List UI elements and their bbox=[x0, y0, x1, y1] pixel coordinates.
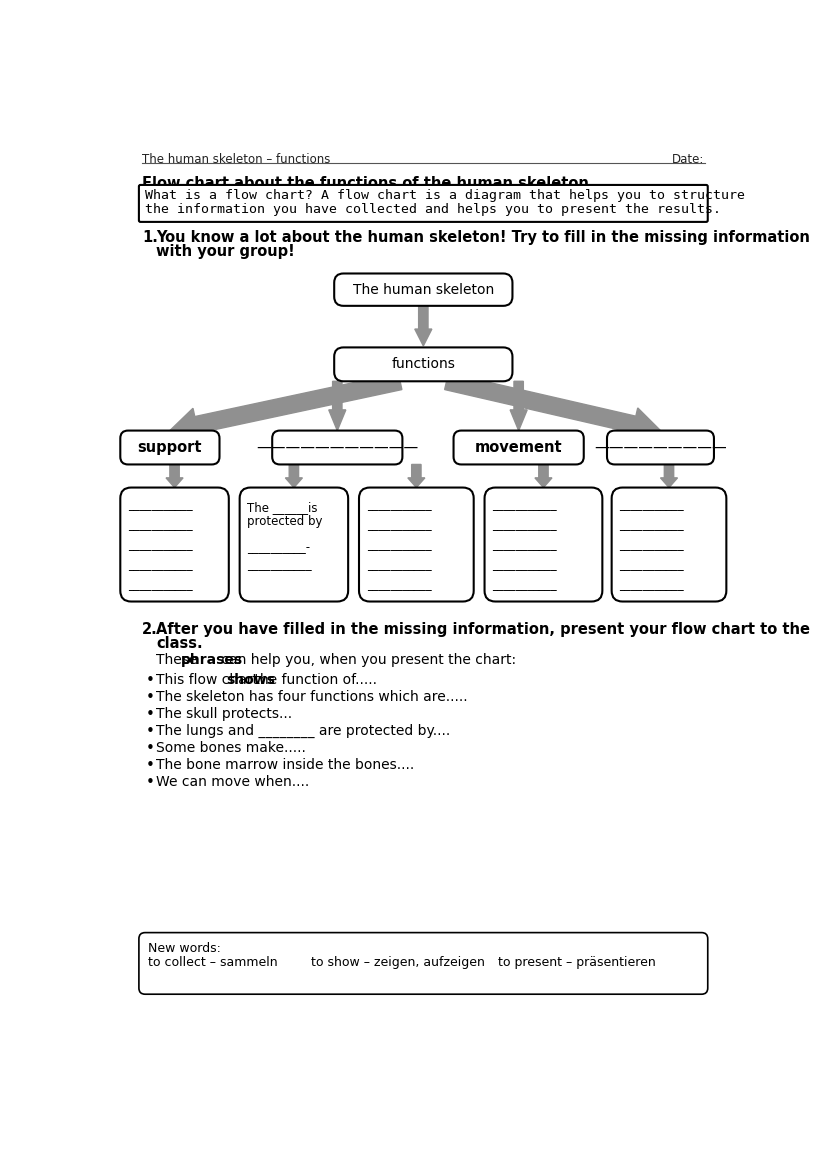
Text: •: • bbox=[146, 707, 154, 722]
Text: ___________: ___________ bbox=[620, 558, 684, 570]
Text: ___________: ___________ bbox=[367, 577, 431, 592]
Text: to show – zeigen, aufzeigen: to show – zeigen, aufzeigen bbox=[311, 956, 485, 969]
Text: The lungs and ________ are protected by....: The lungs and ________ are protected by.… bbox=[156, 724, 450, 738]
Text: __________-: __________- bbox=[248, 541, 311, 554]
FancyBboxPatch shape bbox=[240, 487, 348, 602]
FancyBboxPatch shape bbox=[335, 274, 512, 306]
Text: ___________: ___________ bbox=[367, 558, 431, 570]
Text: ___________: ___________ bbox=[620, 498, 684, 511]
FancyBboxPatch shape bbox=[335, 347, 512, 381]
Text: ___________: ___________ bbox=[128, 538, 192, 551]
FancyBboxPatch shape bbox=[139, 185, 708, 222]
Polygon shape bbox=[408, 464, 425, 487]
Text: ___________: ___________ bbox=[128, 498, 192, 511]
Text: ___________: ___________ bbox=[128, 558, 192, 570]
FancyBboxPatch shape bbox=[121, 430, 220, 464]
Text: These: These bbox=[156, 653, 202, 667]
Text: The skull protects...: The skull protects... bbox=[156, 707, 292, 721]
Text: —————————: ————————— bbox=[594, 440, 727, 455]
Polygon shape bbox=[444, 373, 661, 441]
Text: can help you, when you present the chart:: can help you, when you present the chart… bbox=[217, 653, 516, 667]
Text: ___________: ___________ bbox=[128, 518, 192, 531]
Text: protected by: protected by bbox=[248, 516, 323, 528]
Text: ___________: ___________ bbox=[620, 538, 684, 551]
Text: New words:: New words: bbox=[148, 942, 221, 955]
Text: The ______is: The ______is bbox=[248, 502, 318, 514]
Text: ___________: ___________ bbox=[620, 577, 684, 592]
Polygon shape bbox=[661, 464, 677, 487]
Text: After you have filled in the missing information, present your flow chart to the: After you have filled in the missing inf… bbox=[156, 622, 810, 637]
Polygon shape bbox=[170, 373, 402, 442]
Text: •: • bbox=[146, 741, 154, 756]
FancyBboxPatch shape bbox=[121, 487, 229, 602]
Text: You know a lot about the human skeleton! Try to fill in the missing information: You know a lot about the human skeleton!… bbox=[156, 230, 809, 245]
FancyBboxPatch shape bbox=[485, 487, 602, 602]
Text: class.: class. bbox=[156, 636, 202, 651]
Text: The human skeleton: The human skeleton bbox=[353, 283, 494, 297]
Text: ___________: ___________ bbox=[492, 538, 557, 551]
Text: phrases: phrases bbox=[181, 653, 243, 667]
Text: support: support bbox=[138, 440, 202, 455]
Text: ___________: ___________ bbox=[367, 518, 431, 531]
Text: •: • bbox=[146, 775, 154, 790]
Polygon shape bbox=[415, 306, 432, 346]
Polygon shape bbox=[329, 381, 346, 430]
Polygon shape bbox=[510, 381, 527, 430]
Text: to collect – sammeln: to collect – sammeln bbox=[148, 956, 278, 969]
FancyBboxPatch shape bbox=[139, 933, 708, 994]
Text: to present – präsentieren: to present – präsentieren bbox=[499, 956, 656, 969]
Text: ___________: ___________ bbox=[367, 538, 431, 551]
FancyBboxPatch shape bbox=[453, 430, 584, 464]
Text: the information you have collected and helps you to present the results.: the information you have collected and h… bbox=[145, 203, 721, 216]
Text: functions: functions bbox=[392, 358, 455, 372]
Text: ___________: ___________ bbox=[492, 498, 557, 511]
Text: ___________: ___________ bbox=[620, 518, 684, 531]
Text: shows: shows bbox=[226, 673, 275, 687]
Text: ___________: ___________ bbox=[248, 559, 312, 572]
Text: The skeleton has four functions which are.....: The skeleton has four functions which ar… bbox=[156, 690, 468, 704]
Text: the function of.....: the function of..... bbox=[250, 673, 377, 687]
FancyBboxPatch shape bbox=[273, 430, 402, 464]
Text: •: • bbox=[146, 690, 154, 705]
Text: ___________: ___________ bbox=[492, 558, 557, 570]
Text: ———————————: ——————————— bbox=[256, 440, 419, 455]
Text: What is a flow chart? A flow chart is a diagram that helps you to structure: What is a flow chart? A flow chart is a … bbox=[145, 188, 745, 202]
Text: 1.: 1. bbox=[142, 230, 158, 245]
Text: •: • bbox=[146, 758, 154, 773]
FancyBboxPatch shape bbox=[607, 430, 714, 464]
Polygon shape bbox=[285, 464, 302, 487]
Text: ___________: ___________ bbox=[128, 577, 192, 592]
Text: ___________: ___________ bbox=[492, 518, 557, 531]
Text: •: • bbox=[146, 673, 154, 689]
Polygon shape bbox=[166, 464, 183, 487]
Text: ___________: ___________ bbox=[492, 577, 557, 592]
Text: with your group!: with your group! bbox=[156, 244, 295, 260]
Text: The human skeleton – functions: The human skeleton – functions bbox=[142, 153, 330, 166]
Text: The bone marrow inside the bones....: The bone marrow inside the bones.... bbox=[156, 758, 414, 772]
Text: movement: movement bbox=[475, 440, 563, 455]
Text: ___________: ___________ bbox=[367, 498, 431, 511]
Text: 2.: 2. bbox=[142, 622, 158, 637]
FancyBboxPatch shape bbox=[359, 487, 473, 602]
Polygon shape bbox=[535, 464, 552, 487]
Text: This flow chart: This flow chart bbox=[156, 673, 263, 687]
Text: •: • bbox=[146, 724, 154, 739]
Text: Date:: Date: bbox=[672, 153, 705, 166]
FancyBboxPatch shape bbox=[611, 487, 726, 602]
Text: Some bones make.....: Some bones make..... bbox=[156, 741, 306, 755]
Text: We can move when....: We can move when.... bbox=[156, 775, 309, 789]
Text: Flow chart about the functions of the human skeleton: Flow chart about the functions of the hu… bbox=[142, 177, 589, 192]
